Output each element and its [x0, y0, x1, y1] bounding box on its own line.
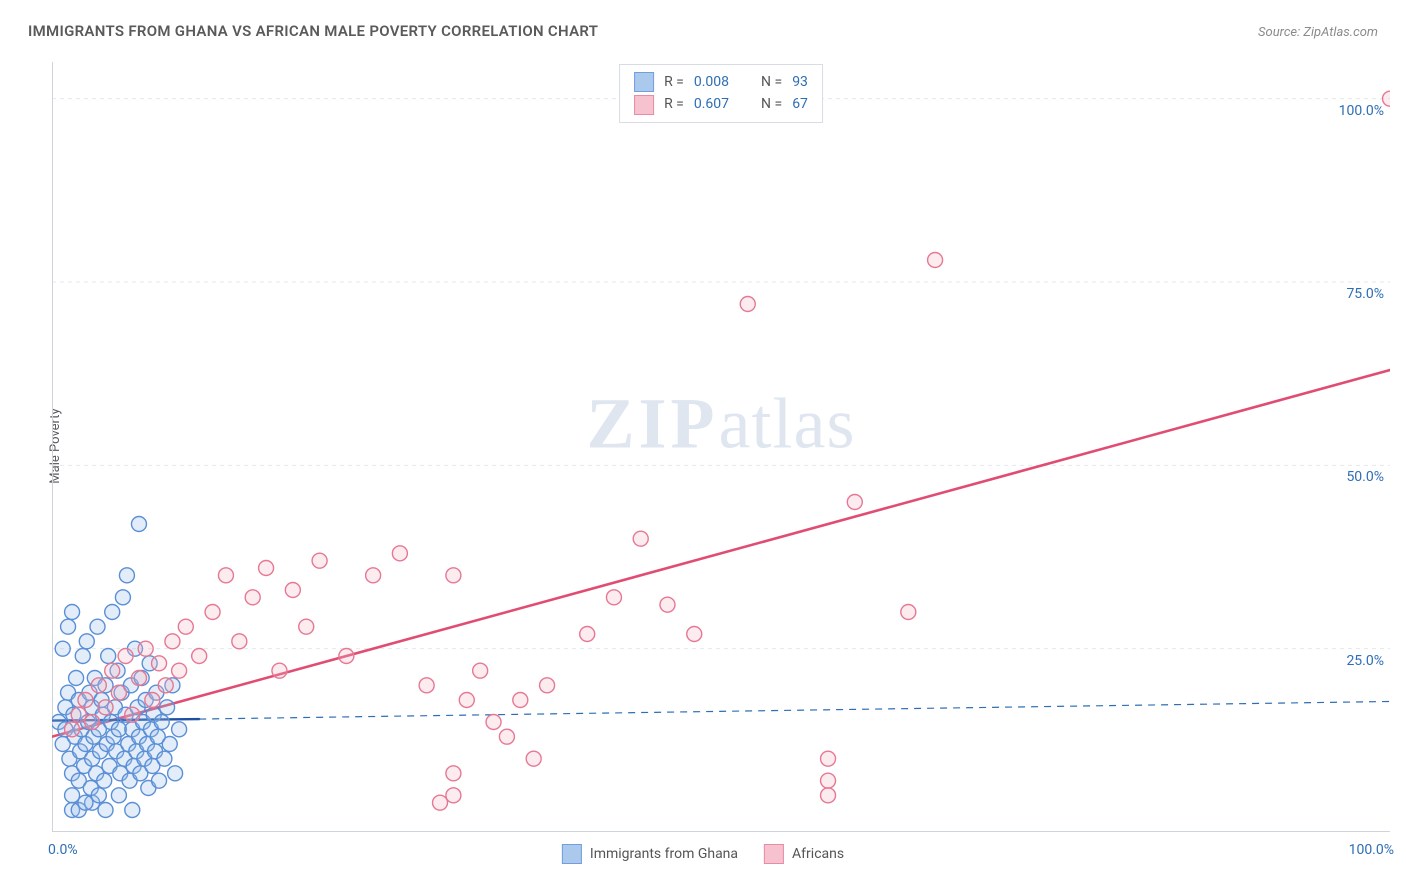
legend-swatch-africans — [634, 95, 654, 115]
legend-label-ghana: Immigrants from Ghana — [590, 846, 738, 862]
legend-n-label: N = — [761, 93, 782, 115]
axis-tick-label: 50.0% — [1346, 469, 1384, 485]
correlation-legend: R = 0.008 N = 93 R = 0.607 N = 67 — [619, 64, 823, 123]
legend-n-ghana: 93 — [792, 71, 808, 93]
source-label: Source: ZipAtlas.com — [1258, 25, 1378, 40]
plot-area: ZIPatlas R = 0.008 N = 93 R = 0.607 N = … — [52, 62, 1390, 832]
legend-r-label: R = — [664, 93, 684, 115]
legend-swatch-ghana — [562, 844, 582, 864]
legend-n-africans: 67 — [792, 93, 808, 115]
legend-item-ghana: Immigrants from Ghana — [562, 844, 738, 864]
legend-r-africans: 0.607 — [694, 93, 729, 115]
axis-tick-label: 25.0% — [1346, 653, 1384, 669]
axis-tick-label: 100.0% — [1349, 842, 1394, 858]
legend-row-africans: R = 0.607 N = 67 — [634, 93, 808, 115]
legend-swatch-africans — [764, 844, 784, 864]
axis-tick-label: 75.0% — [1346, 286, 1384, 302]
series-legend: Immigrants from Ghana Africans — [562, 844, 844, 864]
legend-r-label: R = — [664, 71, 684, 93]
legend-r-ghana: 0.008 — [694, 71, 729, 93]
legend-label-africans: Africans — [792, 846, 844, 862]
axis-tick-label: 0.0% — [48, 842, 78, 858]
chart-title: IMMIGRANTS FROM GHANA VS AFRICAN MALE PO… — [28, 22, 598, 40]
legend-n-label: N = — [761, 71, 782, 93]
legend-row-ghana: R = 0.008 N = 93 — [634, 71, 808, 93]
axis-tick-label: 100.0% — [1339, 103, 1384, 119]
scatter-chart-svg — [52, 62, 1390, 832]
legend-swatch-ghana — [634, 72, 654, 92]
legend-item-africans: Africans — [764, 844, 844, 864]
